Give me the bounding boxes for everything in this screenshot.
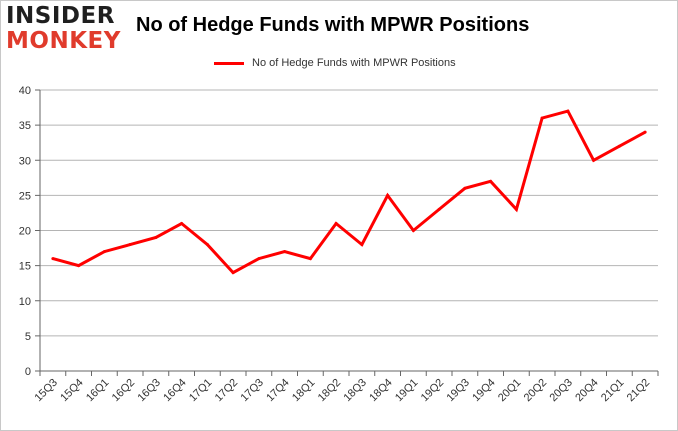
series-line bbox=[52, 109, 646, 275]
x-tick-label: 17Q4 bbox=[264, 377, 292, 405]
x-tick-label: 21Q2 bbox=[625, 377, 653, 405]
x-tick-label: 19Q1 bbox=[393, 377, 421, 405]
data-point bbox=[334, 221, 338, 225]
data-point bbox=[154, 236, 158, 240]
y-tick-label: 5 bbox=[25, 331, 31, 343]
x-tick-label: 18Q2 bbox=[316, 377, 344, 405]
y-tick-label: 10 bbox=[19, 296, 31, 308]
y-tick-label: 30 bbox=[19, 155, 31, 167]
y-tick-label: 40 bbox=[19, 85, 31, 97]
y-tick-label: 25 bbox=[19, 190, 31, 202]
data-point bbox=[437, 207, 441, 211]
x-tick-label: 18Q3 bbox=[341, 377, 369, 405]
x-tick-label: 19Q4 bbox=[470, 377, 498, 405]
x-tick-label: 17Q1 bbox=[187, 377, 215, 405]
x-tick-label: 20Q1 bbox=[496, 377, 524, 405]
legend-swatch bbox=[214, 61, 244, 65]
chart-title: No of Hedge Funds with MPWR Positions bbox=[136, 14, 530, 36]
x-tick-label: 19Q3 bbox=[444, 377, 472, 405]
x-tick-label: 16Q4 bbox=[161, 377, 189, 405]
x-tick-label: 16Q1 bbox=[84, 377, 112, 405]
data-point bbox=[283, 250, 287, 254]
data-point bbox=[180, 221, 184, 225]
x-tick-label: 15Q4 bbox=[58, 377, 86, 405]
x-tick-label: 20Q4 bbox=[573, 377, 601, 405]
data-point bbox=[51, 257, 55, 261]
data-point bbox=[617, 144, 621, 148]
logo-line-insider: INSIDER bbox=[6, 3, 115, 29]
legend-label: No of Hedge Funds with MPWR Positions bbox=[252, 57, 456, 69]
data-point bbox=[411, 229, 415, 232]
data-point bbox=[102, 250, 106, 254]
chart-legend: No of Hedge Funds with MPWR Positions bbox=[214, 55, 456, 71]
logo-line-monkey: MONKEY bbox=[6, 28, 121, 54]
data-point bbox=[592, 158, 596, 162]
x-tick-label: 21Q1 bbox=[599, 377, 627, 405]
data-point bbox=[231, 271, 235, 275]
series-layer bbox=[51, 109, 647, 275]
x-tick-label: 19Q2 bbox=[419, 377, 447, 405]
y-tick-label: 35 bbox=[19, 120, 31, 132]
data-point bbox=[360, 243, 364, 247]
data-point bbox=[205, 243, 209, 247]
data-point bbox=[463, 186, 467, 190]
x-tick-label: 15Q3 bbox=[32, 377, 60, 405]
y-tick-label: 20 bbox=[19, 226, 31, 238]
insider-monkey-logo: INSIDER MONKEY bbox=[6, 4, 126, 58]
data-point bbox=[566, 109, 570, 113]
x-tick-label: 17Q2 bbox=[213, 377, 241, 405]
grid-lines bbox=[40, 89, 658, 337]
x-tick-label: 18Q4 bbox=[367, 377, 395, 405]
y-tick-label: 15 bbox=[19, 261, 31, 273]
data-point bbox=[643, 130, 647, 134]
data-point bbox=[128, 243, 132, 247]
x-tick-label: 16Q2 bbox=[110, 377, 138, 405]
data-point bbox=[540, 116, 544, 120]
x-tick-label: 18Q1 bbox=[290, 377, 318, 405]
data-point bbox=[514, 207, 518, 211]
data-point bbox=[257, 257, 261, 261]
data-point bbox=[489, 179, 493, 183]
x-tick-label: 16Q3 bbox=[135, 377, 163, 405]
x-tick-label: 17Q3 bbox=[238, 377, 266, 405]
y-tick-label: 0 bbox=[25, 366, 31, 378]
x-tick-label: 20Q3 bbox=[547, 377, 575, 405]
data-point bbox=[77, 264, 81, 268]
axes bbox=[35, 89, 659, 376]
x-tick-labels: 15Q315Q416Q116Q216Q316Q417Q117Q217Q317Q4… bbox=[32, 377, 652, 405]
data-point bbox=[386, 193, 390, 197]
y-tick-labels: 0 5 10 15 20 25 30 35 40 bbox=[19, 85, 31, 378]
x-tick-label: 20Q2 bbox=[522, 377, 550, 405]
data-point bbox=[308, 257, 312, 261]
